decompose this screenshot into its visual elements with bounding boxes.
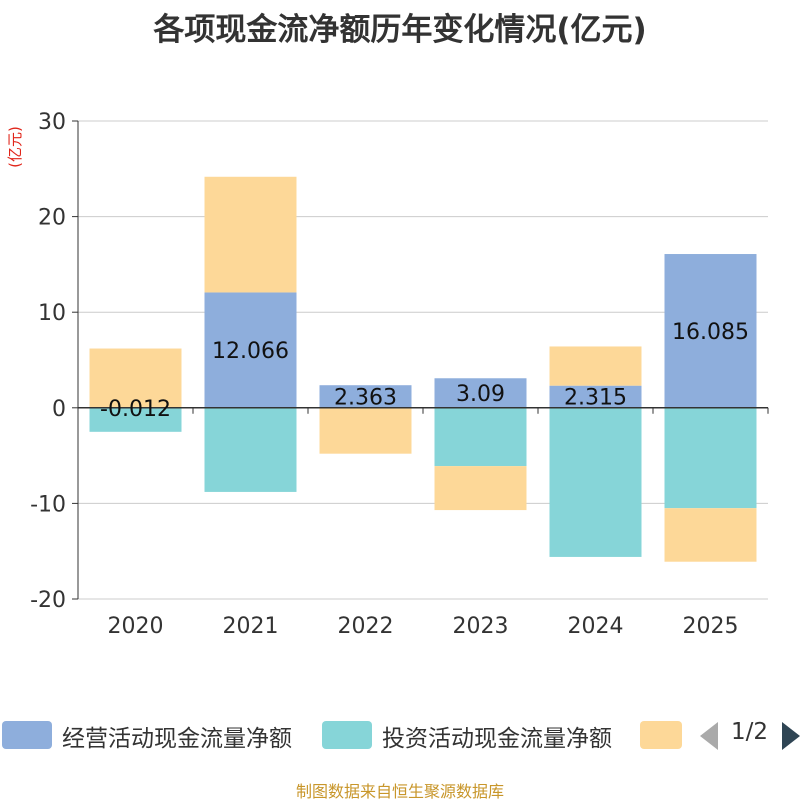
bar-2024-series-0[interactable] — [549, 385, 642, 408]
bar-2021-series-1[interactable] — [204, 407, 297, 492]
y-tick-label: -20 — [30, 588, 66, 613]
chart-plot: 30 20 10 0 -10 -20 (亿元) 2020 2021 2022 2023 2024 202… — [6, 110, 769, 639]
legend-label-operating[interactable]: 经营活动现金流量净额 — [62, 726, 292, 752]
y-tick-label: 20 — [38, 206, 66, 231]
y-tick-label: 10 — [38, 301, 66, 326]
legend-swatch-operating[interactable] — [2, 721, 52, 749]
data-label-2024: 2.315 — [564, 386, 627, 411]
data-label-2025: 16.085 — [672, 320, 749, 345]
bar-2021-series-2[interactable] — [204, 176, 297, 293]
x-tick-label-2024: 2024 — [568, 614, 624, 639]
y-axis-label: (亿元) — [6, 126, 24, 168]
bar-2025-series-0[interactable] — [664, 254, 757, 408]
bar-2023-series-0[interactable] — [434, 378, 527, 408]
bar-2022-series-2[interactable] — [319, 407, 412, 454]
data-label-2023: 3.09 — [456, 382, 505, 407]
bar-2025-series-1[interactable] — [664, 407, 757, 509]
bar-2024-series-2[interactable] — [549, 346, 642, 386]
x-tick-label-2020: 2020 — [108, 614, 164, 639]
x-tick-label-2022: 2022 — [338, 614, 394, 639]
data-label-2020: -0.012 — [100, 397, 171, 422]
x-tick-label-2021: 2021 — [223, 614, 279, 639]
y-tick-label: -10 — [30, 492, 66, 517]
data-source-note: 制图数据来自恒生聚源数据库 — [295, 782, 504, 801]
legend-page-indicator: 1/2 — [731, 719, 769, 745]
bar-2021-series-0[interactable] — [204, 292, 297, 408]
y-tick-label: 30 — [38, 110, 66, 135]
legend-swatch-investing[interactable] — [322, 721, 372, 749]
legend: 经营活动现金流量净额 投资活动现金流量净额 1/2 — [0, 716, 800, 756]
bar-2020-series-2[interactable] — [89, 348, 182, 408]
bar-2022-series-0[interactable] — [319, 385, 412, 408]
data-label-2022: 2.363 — [334, 386, 397, 411]
data-label-2021: 12.066 — [212, 339, 289, 364]
x-tick-label-2023: 2023 — [453, 614, 509, 639]
bar-2023-series-1[interactable] — [434, 407, 527, 467]
bar-2020-series-1[interactable] — [89, 407, 182, 432]
chart-title: 各项现金流净额历年变化情况(亿元) — [153, 12, 647, 48]
legend-next-page-icon[interactable] — [782, 722, 800, 750]
bar-2023-series-2[interactable] — [434, 466, 527, 511]
bar-2025-series-2[interactable] — [664, 508, 757, 562]
legend-swatch-financing[interactable] — [640, 721, 682, 749]
y-tick-label: 0 — [52, 397, 66, 422]
legend-prev-page-icon[interactable] — [700, 722, 718, 750]
legend-label-investing[interactable]: 投资活动现金流量净额 — [382, 726, 612, 752]
bar-2024-series-1[interactable] — [549, 407, 642, 557]
x-tick-label-2025: 2025 — [683, 614, 739, 639]
